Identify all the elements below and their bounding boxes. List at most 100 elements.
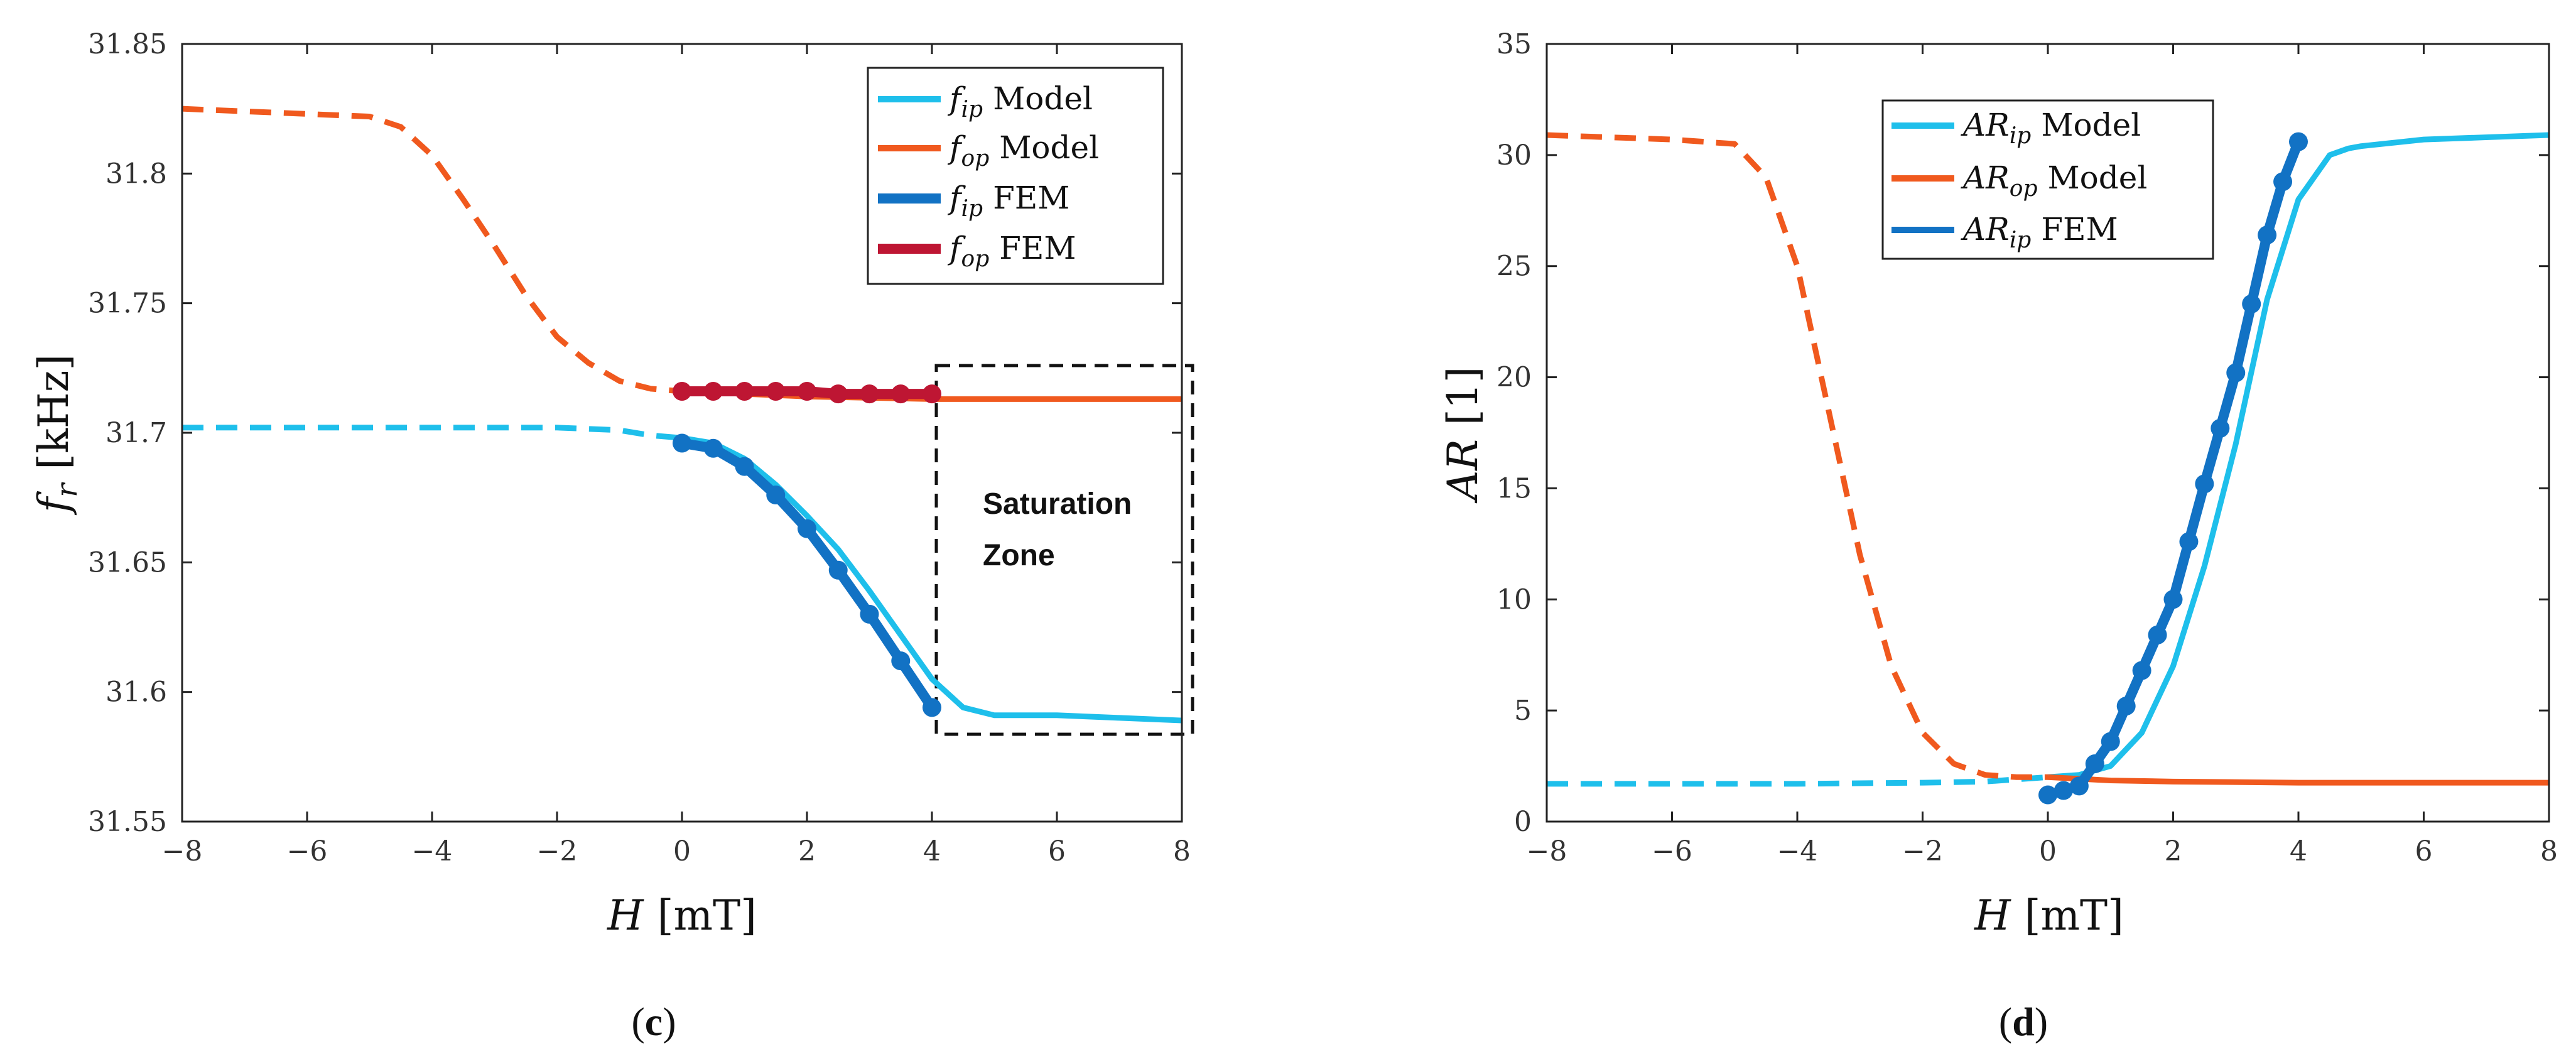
panel-d-xtick-label: 4 <box>2290 835 2307 867</box>
panel-c-series-f-ip-fem-point <box>673 433 691 453</box>
panel-c-series-f-ip-model <box>182 425 683 441</box>
panel-d-label: (d) <box>1999 999 2048 1044</box>
panel-d-series-ar-ip-fem-point <box>2179 532 2199 551</box>
panel-d-ytick-label: 25 <box>1496 251 1532 283</box>
panel-d-ytick-label: 10 <box>1496 584 1532 616</box>
panel-d-xtick-label: −6 <box>1652 835 1692 867</box>
legend-c-entry-fop-model: fop Model <box>947 129 1099 171</box>
panel-d-series-ar-ip-fem-point <box>2242 294 2261 313</box>
panel-c-series-f-op-fem-point <box>735 381 754 401</box>
panel-c-xtick-label: −6 <box>287 835 328 867</box>
panel-c-series-f-ip-fem-point <box>860 604 879 624</box>
panel-d-series-ar-ip-model <box>1547 774 2048 787</box>
panel-c-series-f-op-fem-point <box>766 381 786 401</box>
panel-c-series-f-op-model <box>181 106 683 394</box>
panel-c: Saturation Zone −8 −6 −4 −2 0 2 4 6 8 31.5531.63… <box>30 28 1194 1044</box>
panel-c-xlabel: H [mT] <box>607 891 757 940</box>
panel-c-series-f-op-fem-point <box>798 381 816 401</box>
panel-d-xlabel: H [mT] <box>1974 891 2124 940</box>
panel-c-xtick-label: 6 <box>1048 835 1066 867</box>
panel-d-ytick-label: 30 <box>1496 139 1532 171</box>
legend-d-entry-arip-model: ARip Model <box>1961 107 2141 149</box>
panel-c-series-f-ip-fem-point <box>891 651 911 671</box>
panel-c-series-f-op-fem-point <box>828 384 848 404</box>
panel-d-ytick-label: 5 <box>1514 695 1532 727</box>
panel-c-xtick-label: −4 <box>412 835 453 867</box>
panel-c-ytick-label: 31.7 <box>106 417 167 449</box>
panel-d-xtick-labels: −8 −6 −4 −2 0 2 4 6 8 <box>1527 835 2558 867</box>
panel-d-ytick-label: 20 <box>1496 362 1532 394</box>
panel-d-series-ar-ip-fem-point <box>2163 590 2183 609</box>
panel-d-series-ar-ip-fem-point <box>2195 474 2214 494</box>
panel-c-xtick-label: 0 <box>673 835 691 867</box>
panel-d-series-ar-ip-fem-point <box>2289 132 2308 151</box>
saturation-zone-box <box>934 364 1194 736</box>
panel-c-ytick-label: 31.65 <box>88 546 167 578</box>
panel-d-ytick-labels: 0 5 10 15 20 25 30 35 <box>1496 28 1532 838</box>
panel-c-xtick-labels: −8 −6 −4 −2 0 2 4 6 8 <box>162 835 1191 867</box>
panel-d-xtick-label: −2 <box>1902 835 1943 867</box>
panel-c-series-f-op-fem-point <box>891 384 911 404</box>
panel-d-series <box>1546 132 2550 805</box>
panel-d-ytick-label: 0 <box>1514 806 1532 838</box>
panel-c-series-f-op-fem-point <box>923 384 941 404</box>
legend-c-entry-fip-model: fip Model <box>947 80 1093 122</box>
panel-d-series-ar-ip-fem-point <box>2148 625 2167 644</box>
panel-c-series-f-ip-fem-point <box>703 438 723 458</box>
panel-d-ytick-label: 35 <box>1496 28 1532 60</box>
panel-c-series-f-ip-fem-point <box>828 560 848 580</box>
panel-d-series-ar-op-model <box>1546 132 2048 780</box>
panel-d-series-ar-ip-fem-point <box>2101 732 2120 751</box>
panel-c-series-f-op-fem-point <box>673 381 691 401</box>
legend-d-entry-arop-model: ARop Model <box>1961 160 2147 202</box>
panel-d-series-ar-ip-fem-point <box>2038 785 2057 805</box>
panel-d-series-ar-ip-fem-point <box>2069 776 2089 796</box>
panel-c-legend: fip Model fop Model fip FEM fop FEM <box>867 67 1164 285</box>
legend-c-entry-fip-fem: fip FEM <box>947 180 1069 222</box>
panel-d-xtick-label: 8 <box>2540 835 2558 867</box>
panel-c-ytick-labels: 31.55 31.6 31.65 31.7 31.75 31.8 31.85 <box>88 28 167 838</box>
panel-c-ytick-label: 31.85 <box>88 28 167 60</box>
legend-c-entry-fop-fem: fop FEM <box>947 230 1076 272</box>
panel-d-xtick-label: 2 <box>2165 835 2182 867</box>
panel-c-ytick-label: 31.55 <box>88 806 167 838</box>
panel-d-series-ar-ip-fem-point <box>2132 661 2151 680</box>
panel-d-xtick-label: −4 <box>1777 835 1818 867</box>
panel-c-xtick-label: −8 <box>162 835 203 867</box>
panel-c-ticks <box>181 43 1183 823</box>
panel-d-xtick-label: 0 <box>2039 835 2057 867</box>
panel-c-xtick-label: 2 <box>798 835 816 867</box>
panel-c-ylabel: fr[kHz] <box>30 354 84 516</box>
panel-d-series-ar-ip-model-solid <box>2047 132 2550 780</box>
panel-d: −8 −6 −4 −2 0 2 4 6 8 0 5 10 15 20 25 30 35 ARip Model A… <box>1439 28 2558 1044</box>
panel-d-series-ar-ip-fem-point <box>2085 754 2104 774</box>
panel-c-series-f-ip-fem-point <box>766 486 786 505</box>
panel-d-ticks <box>1545 43 2550 823</box>
saturation-zone-label-line1: Saturation <box>983 487 1132 521</box>
panel-c-series-f-ip-fem-point <box>798 519 816 538</box>
legend-d-entry-arip-fem: ARip FEM <box>1961 211 2118 253</box>
panel-d-series-ar-ip-fem-point <box>2116 697 2136 716</box>
panel-c-series-f-op-fem-point <box>860 384 879 404</box>
panel-c-label: (c) <box>631 999 676 1044</box>
panel-c-ytick-label: 31.8 <box>106 158 167 190</box>
panel-c-series-f-op-fem-point <box>703 381 723 401</box>
panel-c-xtick-label: −2 <box>537 835 578 867</box>
saturation-zone-label-line2: Zone <box>983 539 1055 572</box>
panel-d-xtick-label: 6 <box>2415 835 2433 867</box>
panel-d-series-ar-ip-fem-point <box>2258 225 2277 245</box>
panel-d-series-ar-op-model-solid <box>2047 774 2549 786</box>
panel-d-legend: ARip Model ARop Model ARip FEM <box>1881 99 2214 260</box>
panel-c-xtick-label: 8 <box>1173 835 1191 867</box>
panel-d-ylabel: AR[1] <box>1439 367 1487 504</box>
panel-d-series-ar-ip-fem-point <box>2211 418 2230 438</box>
panel-c-ytick-label: 31.6 <box>106 676 167 709</box>
panel-c-series-f-ip-fem-point <box>923 698 941 717</box>
panel-d-series-ar-ip-fem-point <box>2226 363 2246 383</box>
panel-c-series <box>181 106 1182 724</box>
panel-d-xtick-label: −8 <box>1527 835 1567 867</box>
panel-d-series-ar-ip-fem-point <box>2054 781 2073 800</box>
panel-d-series-ar-ip-fem-point <box>2273 172 2293 192</box>
panel-c-ytick-label: 31.75 <box>88 288 167 320</box>
